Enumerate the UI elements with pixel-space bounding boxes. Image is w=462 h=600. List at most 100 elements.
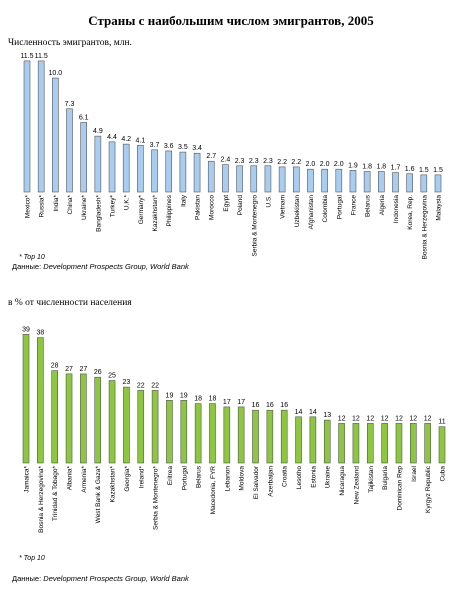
value-label-25: 12 — [381, 415, 389, 422]
bar-20 — [309, 416, 317, 464]
bar-27 — [406, 173, 413, 193]
category-label-3: China* — [67, 195, 74, 215]
category-label-10: Philippines — [166, 194, 173, 226]
bar-12 — [193, 152, 201, 193]
value-label-17: 16 — [266, 402, 274, 409]
value-label-14: 17 — [223, 399, 231, 406]
category-label-7: Georgia* — [124, 466, 131, 492]
category-label-27: Korea, Rep. — [407, 195, 414, 230]
value-label-0: 11.5 — [20, 53, 33, 60]
category-label-27: Israel — [411, 465, 418, 481]
value-label-21: 2.0 — [320, 161, 330, 168]
category-label-18: Croatia — [282, 466, 289, 487]
category-label-3: Albania* — [67, 466, 74, 491]
bar-4 — [80, 373, 87, 464]
bar-25 — [381, 423, 388, 464]
bar-29 — [434, 174, 442, 193]
value-label-21: 13 — [323, 412, 331, 419]
value-label-13: 2.7 — [206, 153, 216, 160]
category-label-1: Russia* — [39, 195, 46, 218]
bar-17 — [264, 165, 272, 193]
emigrants-percent-chart: 39 Jamaica* 38 Bosnia & Herzegovina* 28 Trini… — [22, 326, 446, 533]
value-label-9: 22 — [151, 382, 159, 389]
chart2-source: Данные: Development Prospects Group, Wor… — [12, 574, 189, 583]
bar-17 — [266, 409, 274, 464]
category-label-22: Portugal — [336, 194, 343, 219]
category-label-21: Colombia — [322, 195, 329, 223]
chart1-source-value: Development Prospects Group, World Bank — [43, 262, 189, 271]
value-label-26: 12 — [395, 415, 403, 422]
category-label-25: Bulgaria — [382, 466, 389, 490]
bar-21 — [321, 168, 328, 193]
bar-26 — [392, 172, 399, 193]
category-label-26: Dominican Rep — [396, 466, 403, 511]
category-label-4: Armenia* — [81, 466, 88, 493]
category-label-9: Kazakhstan* — [152, 195, 159, 232]
chart2-source-value: Development Prospects Group, World Bank — [43, 574, 189, 583]
value-label-20: 14 — [309, 409, 317, 416]
bar-21 — [323, 419, 331, 464]
value-label-15: 2.3 — [235, 158, 245, 165]
bar-3 — [65, 373, 73, 464]
category-label-11: Portugal — [181, 465, 188, 490]
bar-11 — [180, 400, 188, 464]
bar-25 — [378, 171, 385, 193]
value-label-7: 23 — [123, 379, 131, 386]
category-label-13: Macedonia, FYR — [210, 466, 217, 515]
value-label-24: 12 — [366, 415, 374, 422]
category-label-15: Poland — [237, 195, 244, 216]
category-label-16: El Salvador — [253, 465, 260, 499]
category-label-17: Azerbaijan — [267, 466, 274, 497]
bar-1 — [37, 337, 44, 464]
category-label-28: Bosnia & Herzegovina — [421, 195, 428, 260]
value-label-29: 11 — [438, 419, 445, 426]
value-label-22: 2.0 — [334, 161, 344, 168]
category-label-28: Kyrgyz Republic — [425, 465, 432, 513]
bar-11 — [179, 151, 187, 193]
bar-10 — [165, 150, 173, 193]
value-label-12: 18 — [194, 396, 202, 403]
bar-8 — [137, 144, 144, 193]
bar-16 — [250, 165, 258, 193]
chart1-note: * Top 10 — [19, 254, 45, 261]
category-label-8: Germany* — [138, 195, 145, 225]
emigrants-millions-chart: 11.5 Mexico* 11.5 Russia* 10.0 India* 7.3 China… — [20, 53, 443, 259]
bar-2 — [52, 77, 59, 193]
category-label-1: Bosnia & Herzegovina* — [38, 466, 45, 533]
category-label-29: Malaysia — [436, 195, 443, 221]
bar-15 — [237, 406, 245, 464]
bar-1 — [37, 60, 45, 193]
value-label-6: 25 — [108, 373, 116, 380]
value-label-23: 12 — [352, 415, 360, 422]
bar-8 — [137, 390, 145, 464]
bar-20 — [307, 168, 314, 193]
value-label-9: 3.7 — [150, 142, 160, 149]
bar-14 — [222, 164, 229, 193]
bar-19 — [295, 416, 302, 464]
category-label-23: New Zealand — [353, 466, 360, 505]
category-label-15: Moldova — [239, 466, 246, 491]
category-label-12: Belarus — [196, 465, 203, 488]
value-label-0: 39 — [22, 326, 30, 333]
bar-24 — [363, 171, 371, 193]
bar-13 — [209, 403, 216, 464]
category-label-21: Ukraine — [325, 466, 332, 489]
value-label-20: 2.0 — [306, 161, 316, 168]
category-label-18: Vietnam — [280, 195, 287, 219]
value-label-10: 3.6 — [164, 143, 174, 150]
value-label-14: 2.4 — [221, 157, 231, 164]
bar-23 — [352, 423, 360, 464]
value-label-15: 17 — [237, 399, 245, 406]
value-label-13: 18 — [209, 396, 217, 403]
value-label-3: 7.3 — [65, 101, 75, 108]
category-label-2: India* — [53, 195, 60, 212]
bar-9 — [151, 390, 159, 464]
bar-22 — [338, 423, 345, 464]
category-label-25: Algeria — [379, 195, 386, 216]
bar-3 — [66, 108, 73, 193]
category-label-2: Trinidad & Tobago* — [52, 466, 59, 521]
bar-15 — [236, 165, 243, 193]
value-label-5: 4.9 — [93, 128, 103, 135]
bar-6 — [108, 380, 116, 464]
value-label-8: 4.1 — [136, 137, 146, 144]
